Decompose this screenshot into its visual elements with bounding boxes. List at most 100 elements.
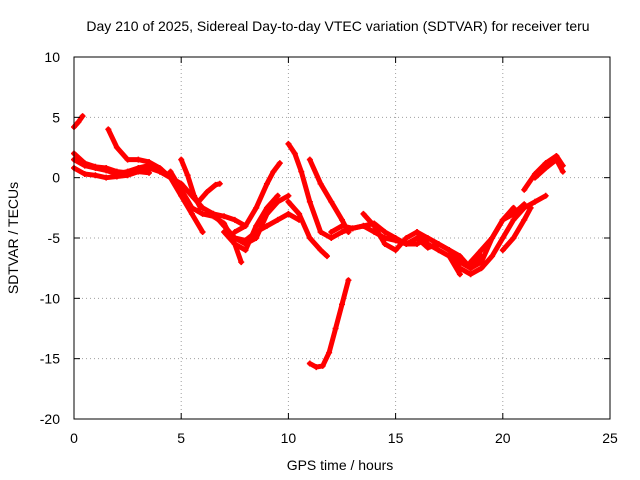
y-axis-label: SDTVAR / TECUs xyxy=(5,182,21,294)
data-point-marker xyxy=(489,253,496,260)
series-arc-04 xyxy=(71,150,249,229)
data-point-marker xyxy=(456,265,463,272)
y-tick-label: -5 xyxy=(48,230,61,246)
data-point-marker xyxy=(263,210,270,217)
data-point-marker xyxy=(553,156,560,163)
data-point-marker xyxy=(317,180,324,187)
data-point-marker xyxy=(306,235,313,241)
data-point-marker xyxy=(221,228,228,235)
data-point-marker xyxy=(167,168,174,175)
data-point-marker xyxy=(446,247,453,254)
data-point-marker xyxy=(124,169,131,176)
data-point-marker xyxy=(242,241,249,248)
data-point-marker xyxy=(456,253,463,260)
data-point-marker xyxy=(542,165,549,172)
data-point-marker xyxy=(339,216,345,223)
data-point-marker xyxy=(238,259,245,266)
data-point-marker xyxy=(332,325,339,332)
data-point-marker xyxy=(253,204,260,211)
data-point-marker xyxy=(371,222,378,229)
data-point-marker xyxy=(392,235,399,241)
data-point-marker xyxy=(317,247,324,254)
x-tick-label: 0 xyxy=(70,430,78,446)
series-trace xyxy=(360,211,463,277)
series-arc-16 xyxy=(328,220,485,272)
data-point-marker xyxy=(212,181,219,188)
data-point-marker xyxy=(188,204,195,211)
y-tick-label: 10 xyxy=(44,49,60,65)
data-point-marker xyxy=(263,222,270,229)
x-tick-label: 10 xyxy=(281,430,297,446)
x-tick-label: 25 xyxy=(602,430,618,446)
series-arc-24 xyxy=(306,277,352,371)
data-point-marker xyxy=(306,360,313,367)
data-point-marker xyxy=(92,172,99,179)
data-point-marker xyxy=(75,119,82,126)
data-point-marker xyxy=(306,156,313,163)
data-point-marker xyxy=(146,158,153,165)
data-point-marker xyxy=(328,228,335,235)
data-point-marker xyxy=(559,168,566,175)
data-point-marker xyxy=(360,210,367,217)
data-point-marker xyxy=(456,271,463,278)
data-point-marker xyxy=(360,222,367,229)
data-point-marker xyxy=(414,241,421,248)
axis-ticks: 0 5 10 15 20 25 -20 -15 -10 -5 0 5 10 xyxy=(40,49,618,446)
data-point-marker xyxy=(328,198,335,205)
data-point-marker xyxy=(221,213,228,220)
data-point-marker xyxy=(339,228,345,235)
data-point-marker xyxy=(156,165,163,172)
y-tick-label: 0 xyxy=(52,170,60,186)
data-point-marker xyxy=(263,180,270,187)
series-arc-01 xyxy=(71,113,86,130)
data-point-marker xyxy=(184,172,191,179)
data-point-marker xyxy=(542,192,549,199)
data-point-marker xyxy=(178,186,185,193)
grid xyxy=(74,57,610,419)
data-point-marker xyxy=(424,241,431,248)
data-point-marker xyxy=(435,247,442,254)
series-arc-10 xyxy=(221,192,281,254)
data-point-marker xyxy=(510,216,517,223)
series-arc-22 xyxy=(531,156,566,181)
data-point-marker xyxy=(242,222,249,229)
data-point-marker xyxy=(521,186,528,193)
data-point-marker xyxy=(188,210,195,217)
data-point-marker xyxy=(210,210,217,217)
data-point-marker xyxy=(435,241,442,248)
data-point-marker xyxy=(242,247,249,254)
series-arc-15 xyxy=(306,156,352,235)
data-point-marker xyxy=(135,156,142,163)
data-point-marker xyxy=(197,204,204,211)
series-arc-20 xyxy=(467,204,517,266)
data-point-marker xyxy=(79,113,86,120)
data-point-marker xyxy=(146,165,153,172)
data-point-marker xyxy=(510,235,517,241)
data-point-marker xyxy=(263,204,270,211)
data-point-marker xyxy=(92,163,99,170)
data-point-marker xyxy=(313,364,320,371)
series-trace xyxy=(71,151,248,229)
data-point-marker xyxy=(345,228,352,235)
series-arc-05 xyxy=(105,126,206,235)
data-point-marker xyxy=(381,241,388,248)
series-trace xyxy=(232,160,283,235)
data-point-marker xyxy=(499,235,506,241)
data-point-marker xyxy=(124,156,131,163)
data-point-marker xyxy=(274,192,281,199)
data-point-marker xyxy=(231,235,238,241)
data-series xyxy=(71,113,566,371)
data-point-marker xyxy=(291,150,298,157)
data-point-marker xyxy=(285,140,292,147)
data-point-marker xyxy=(135,167,142,174)
y-tick-label: -15 xyxy=(40,351,60,367)
data-point-marker xyxy=(345,277,352,284)
series-trace xyxy=(446,193,549,277)
data-point-marker xyxy=(253,222,260,229)
data-point-marker xyxy=(510,204,517,211)
data-point-marker xyxy=(339,301,345,308)
data-point-marker xyxy=(178,156,185,163)
data-point-marker xyxy=(274,198,281,205)
data-point-marker xyxy=(424,235,431,241)
